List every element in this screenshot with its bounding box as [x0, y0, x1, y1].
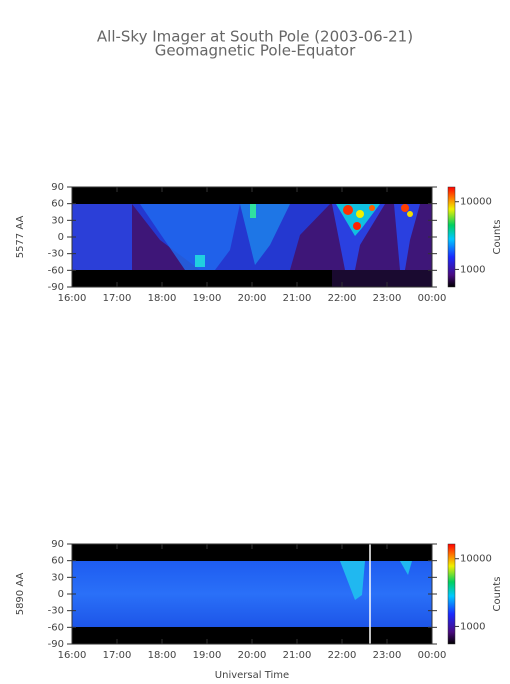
x-tick-label: 21:00 — [283, 293, 312, 304]
y-tick-label: -30 — [48, 249, 64, 260]
y-tick-label: 60 — [51, 556, 64, 567]
chart-title: All-Sky Imager at South Pole (2003-06-21… — [97, 28, 413, 46]
chart-subtitle: Geomagnetic Pole-Equator — [155, 42, 356, 60]
y-tick-label: 0 — [58, 232, 64, 243]
y-axis-label: 5890 AA — [15, 573, 26, 616]
x-tick-label: 22:00 — [328, 293, 357, 304]
x-tick-label: 18:00 — [148, 293, 177, 304]
y-tick-label: -60 — [48, 622, 64, 633]
x-tick-label: 19:00 — [193, 650, 222, 661]
colorbar-label: Counts — [492, 577, 503, 612]
colorbar — [447, 186, 456, 288]
keogram-image — [72, 187, 432, 287]
y-tick-label: 90 — [51, 539, 64, 550]
x-tick-label: 22:00 — [328, 650, 357, 661]
y-tick-label: 30 — [51, 215, 64, 226]
y-tick-label: -30 — [48, 606, 64, 617]
y-tick-label: -90 — [48, 282, 64, 293]
x-tick-label: 16:00 — [58, 650, 87, 661]
keogram-image — [72, 544, 432, 644]
colorbar — [447, 543, 456, 645]
y-tick-label: 90 — [51, 182, 64, 193]
x-tick-label: 21:00 — [283, 650, 312, 661]
colorbar-label: Counts — [492, 220, 503, 255]
x-tick-label: 19:00 — [193, 293, 222, 304]
y-tick-label: -60 — [48, 265, 64, 276]
x-tick-label: 23:00 — [373, 293, 402, 304]
y-tick-label: -90 — [48, 639, 64, 650]
colorbar-tick-label: 10000 — [460, 197, 492, 208]
x-tick-label: 17:00 — [103, 293, 132, 304]
x-tick-label: 18:00 — [148, 650, 177, 661]
x-tick-label: 16:00 — [58, 293, 87, 304]
x-axis-label: Universal Time — [215, 670, 289, 680]
colorbar-tick-label: 1000 — [460, 621, 485, 632]
x-tick-label: 20:00 — [238, 293, 267, 304]
colorbar-tick-label: 1000 — [460, 264, 485, 275]
x-tick-label: 17:00 — [103, 650, 132, 661]
y-tick-label: 60 — [51, 199, 64, 210]
x-tick-label: 00:00 — [418, 293, 447, 304]
x-tick-label: 23:00 — [373, 650, 402, 661]
y-tick-label: 30 — [51, 572, 64, 583]
x-tick-label: 20:00 — [238, 650, 267, 661]
y-tick-label: 0 — [58, 589, 64, 600]
y-axis-label: 5577 AA — [15, 216, 26, 259]
colorbar-tick-label: 10000 — [460, 554, 492, 565]
x-tick-label: 00:00 — [418, 650, 447, 661]
